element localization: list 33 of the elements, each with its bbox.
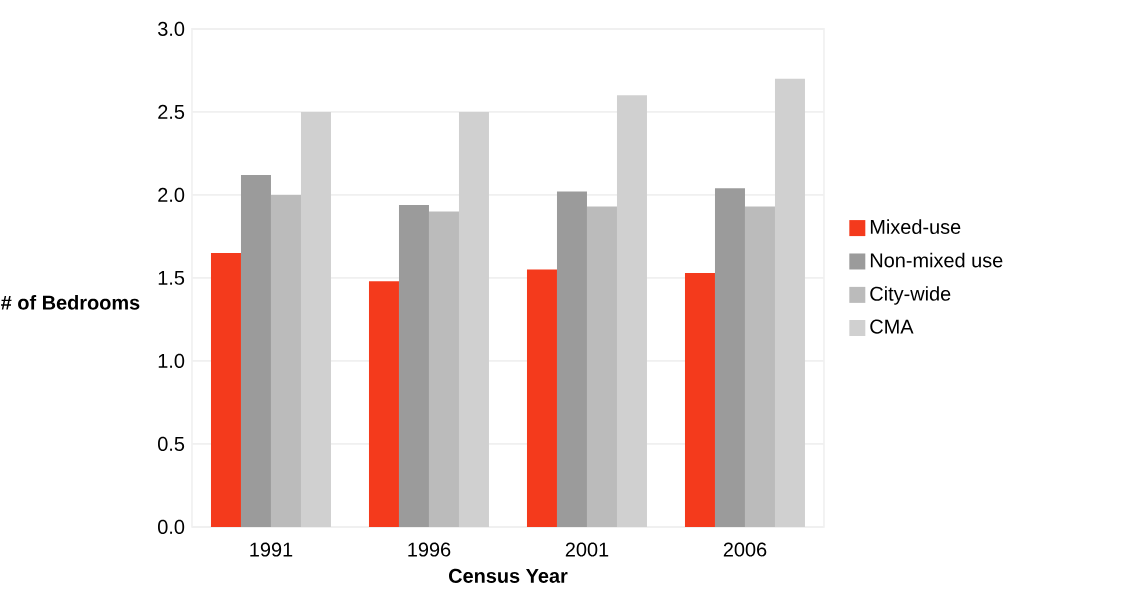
- bar: [210, 253, 241, 527]
- bar: [556, 191, 587, 527]
- bar: [586, 206, 617, 527]
- y-tick-label: 0.5: [158, 436, 185, 451]
- bar: [428, 211, 459, 527]
- y-tick-label: 1.0: [158, 353, 185, 368]
- legend-label: Non-mixed use: [870, 252, 1003, 268]
- bar: [684, 272, 715, 527]
- y-tick-label: 0.0: [158, 519, 185, 534]
- x-tick-label: 2006: [723, 542, 767, 557]
- bar: [240, 175, 271, 527]
- x-tick-label: 2001: [565, 542, 609, 557]
- y-tick-label: 1.5: [158, 270, 185, 285]
- x-axis-title: Census Year: [448, 568, 568, 583]
- legend-label: City-wide: [870, 286, 951, 305]
- y-tick-label: 3.0: [157, 21, 185, 36]
- bar: [368, 281, 399, 527]
- bar: [744, 206, 775, 527]
- y-tick-label: 2.0: [158, 187, 185, 202]
- legend-label: Mixed-use: [870, 219, 961, 234]
- bar: [398, 204, 429, 527]
- y-tick-label: 2.5: [158, 104, 185, 119]
- x-tick-label: 1996: [408, 542, 451, 557]
- bar: [714, 188, 745, 527]
- bar: [458, 111, 489, 527]
- bar: [300, 111, 331, 527]
- x-tick-label: 1991: [250, 542, 293, 557]
- legend-label: CMA: [870, 319, 914, 334]
- bar: [616, 95, 647, 527]
- bar: [526, 269, 557, 527]
- y-axis-title: # of Bedrooms: [1, 295, 140, 310]
- bar: [774, 78, 805, 527]
- bar: [270, 194, 301, 527]
